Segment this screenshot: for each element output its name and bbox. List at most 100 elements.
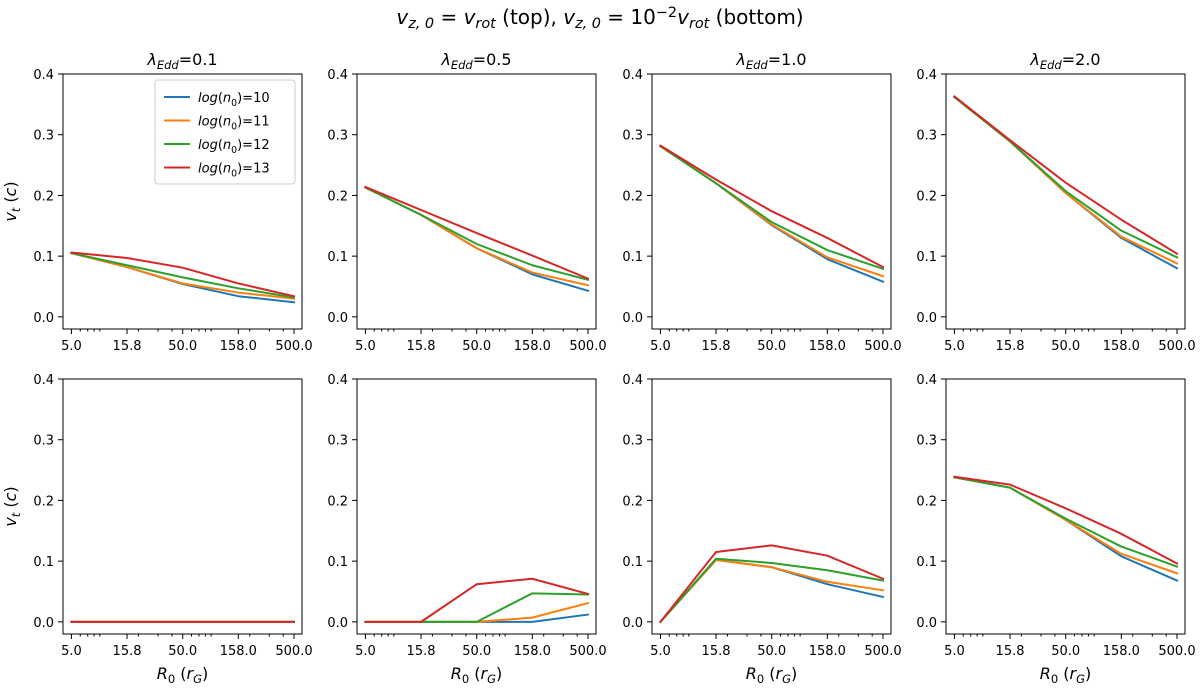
x-tick-label: 158.0	[809, 339, 846, 354]
y-tick-label: 0.1	[33, 555, 54, 570]
x-tick-label: 50.0	[168, 644, 197, 659]
legend: log(n0)=10 log(n0)=11 log(n0)=12 log(n0)=13	[154, 79, 296, 185]
y-tick-label: 0.3	[622, 129, 643, 144]
y-tick-label: 0.1	[916, 250, 937, 265]
x-tick-label: 50.0	[1051, 339, 1080, 354]
panel-title: λEdd=1.0	[735, 50, 806, 72]
y-tick-label: 0.4	[33, 373, 54, 388]
y-tick-label: 0.3	[327, 434, 348, 449]
series-line-log(n0)=10	[953, 476, 1179, 582]
subplot-r1-c4: 0.0 0.1 0.2 0.3 0.4 5.0 15.8 50.0 158.0 500.0 λEdd…	[916, 50, 1195, 354]
y-tick-label: 0.1	[916, 555, 937, 570]
x-tick-label: 500.0	[864, 339, 901, 354]
x-tick-label: 5.0	[61, 644, 82, 659]
y-tick-label: 0.0	[916, 311, 937, 326]
y-tick-label: 0.4	[33, 68, 54, 83]
x-tick-label: 500.0	[569, 339, 606, 354]
y-tick-label: 0.4	[916, 68, 937, 83]
series-line-log(n0)=13	[953, 95, 1179, 256]
x-tick-label: 158.0	[514, 644, 551, 659]
y-tick-label: 0.0	[33, 311, 54, 326]
y-tick-label: 0.0	[622, 311, 643, 326]
x-axis-label: R0 (rG)	[746, 664, 798, 686]
x-tick-label: 50.0	[462, 644, 491, 659]
panel-title: λEdd=2.0	[1029, 50, 1100, 72]
legend-label: log(n0)=13	[198, 162, 270, 180]
x-tick-label: 5.0	[61, 339, 82, 354]
series-line-log(n0)=12	[364, 592, 590, 623]
subplot-r2-c1: 0.0 0.1 0.2 0.3 0.4 5.0 15.8 50.0 158.0 500.0 vt (…	[1, 373, 313, 686]
panel-title: λEdd=0.1	[146, 50, 217, 72]
y-tick-label: 0.3	[622, 434, 643, 449]
axes-frame	[651, 378, 892, 635]
y-tick-label: 0.2	[916, 189, 937, 204]
y-tick-label: 0.3	[916, 434, 937, 449]
x-tick-label: 158.0	[1103, 644, 1140, 659]
subplot-r1-c2: 0.0 0.1 0.2 0.3 0.4 5.0 15.8 50.0 158.0 500.0 λEdd…	[327, 50, 606, 354]
y-tick-label: 0.2	[916, 494, 937, 509]
x-tick-label: 500.0	[1158, 339, 1195, 354]
y-tick-label: 0.3	[33, 129, 54, 144]
series-line-log(n0)=12	[659, 557, 885, 624]
x-tick-label: 158.0	[220, 644, 257, 659]
y-tick-label: 0.3	[33, 434, 54, 449]
x-tick-label: 50.0	[757, 339, 786, 354]
figure-title: vz, 0 = vrot (top), vz, 0 = 10−2vrot (bo…	[396, 5, 803, 32]
subplot-r1-c3: 0.0 0.1 0.2 0.3 0.4 5.0 15.8 50.0 158.0 500.0 λEdd…	[622, 50, 901, 354]
y-tick-label: 0.4	[622, 373, 643, 388]
axes-frame	[945, 378, 1186, 635]
y-tick-label: 0.2	[33, 494, 54, 509]
panel-title: λEdd=0.5	[440, 50, 511, 72]
x-tick-label: 15.8	[113, 339, 142, 354]
series-line-log(n0)=11	[953, 476, 1179, 575]
subplot-r1-c1: 0.0 0.1 0.2 0.3 0.4 5.0 15.8 50.0 158.0 500.0 λEdd…	[1, 50, 313, 354]
y-tick-label: 0.1	[622, 250, 643, 265]
y-tick-label: 0.2	[622, 494, 643, 509]
x-tick-label: 50.0	[757, 644, 786, 659]
legend-label: log(n0)=10	[198, 91, 270, 109]
x-axis-label: R0 (rG)	[157, 664, 209, 686]
axes-frame	[356, 378, 597, 635]
axes-frame	[945, 73, 1186, 330]
x-tick-label: 158.0	[220, 339, 257, 354]
y-tick-label: 0.1	[622, 555, 643, 570]
y-tick-label: 0.0	[622, 616, 643, 631]
x-tick-label: 15.8	[407, 339, 436, 354]
x-tick-label: 5.0	[944, 339, 965, 354]
y-tick-label: 0.4	[327, 68, 348, 83]
series-line-log(n0)=13	[364, 577, 590, 623]
x-tick-label: 5.0	[650, 644, 671, 659]
y-axis-label: vt (c)	[1, 181, 23, 221]
x-tick-label: 158.0	[514, 339, 551, 354]
x-tick-label: 500.0	[864, 644, 901, 659]
y-tick-label: 0.1	[327, 555, 348, 570]
axes-frame	[62, 378, 303, 635]
y-tick-label: 0.2	[327, 494, 348, 509]
series-line-log(n0)=13	[659, 144, 885, 269]
x-tick-label: 500.0	[569, 644, 606, 659]
figure-title-text: vz, 0 = vrot (top), vz, 0 = 10−2vrot (bo…	[396, 5, 803, 32]
series-line-log(n0)=12	[364, 186, 590, 282]
series-line-log(n0)=13	[364, 185, 590, 280]
series-line-log(n0)=13	[659, 544, 885, 624]
x-tick-label: 15.8	[996, 339, 1025, 354]
x-axis-label: R0 (rG)	[1040, 664, 1092, 686]
legend-label: log(n0)=12	[198, 138, 270, 156]
y-tick-label: 0.1	[327, 250, 348, 265]
x-tick-label: 50.0	[168, 339, 197, 354]
x-tick-label: 500.0	[1158, 644, 1195, 659]
y-tick-label: 0.3	[327, 129, 348, 144]
x-tick-label: 50.0	[462, 339, 491, 354]
y-tick-label: 0.1	[33, 250, 54, 265]
axes-frame	[651, 73, 892, 330]
y-tick-label: 0.0	[916, 616, 937, 631]
subplot-r2-c3: 0.0 0.1 0.2 0.3 0.4 5.0 15.8 50.0 158.0 500.0 R0 (…	[622, 373, 901, 686]
subplot-grid: 0.0 0.1 0.2 0.3 0.4 5.0 15.8 50.0 158.0 500.0 λEdd…	[1, 50, 1196, 686]
x-tick-label: 15.8	[702, 339, 731, 354]
x-tick-label: 5.0	[355, 339, 376, 354]
y-tick-label: 0.0	[33, 616, 54, 631]
y-tick-label: 0.4	[622, 68, 643, 83]
x-tick-label: 5.0	[650, 339, 671, 354]
y-axis-label: vt (c)	[1, 486, 23, 526]
